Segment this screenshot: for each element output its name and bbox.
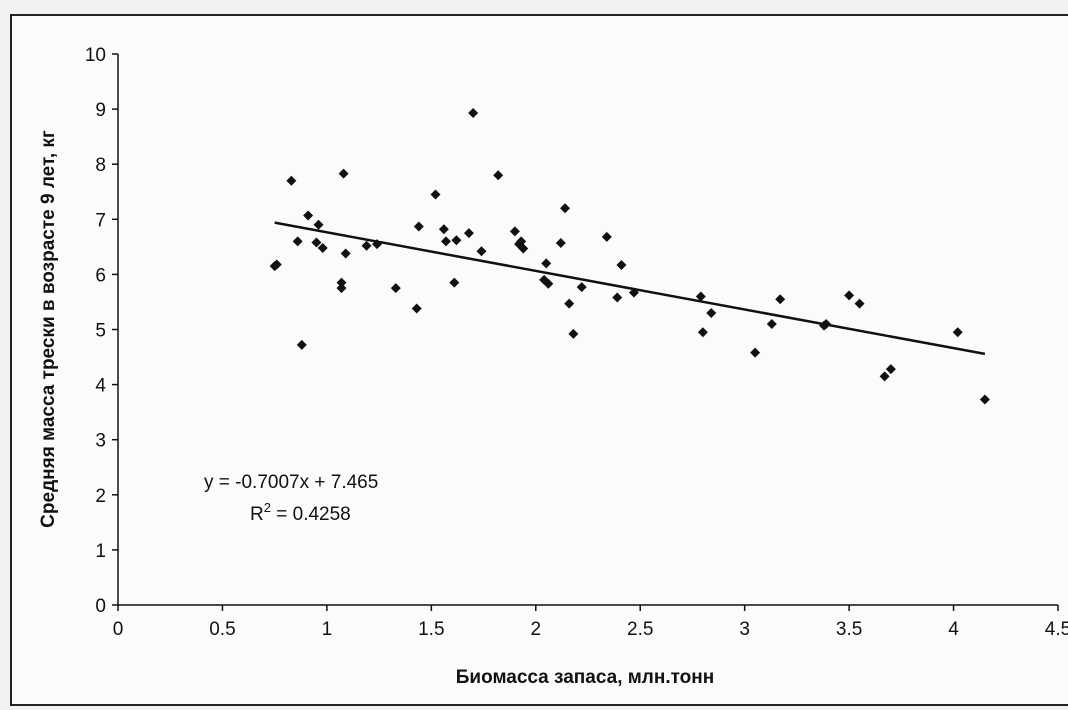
x-tick-label: 0.5 (209, 619, 235, 640)
y-tick-label: 1 (95, 541, 106, 562)
data-point (292, 236, 303, 247)
data-point (766, 318, 777, 329)
data-point (844, 290, 855, 301)
data-point (854, 298, 865, 309)
y-tick-label: 3 (95, 431, 106, 452)
x-tick-label: 3 (739, 619, 750, 640)
data-point (576, 282, 587, 293)
y-tick-label: 10 (85, 45, 106, 66)
data-point (885, 364, 896, 375)
data-point (296, 339, 307, 350)
y-tick-label: 5 (95, 321, 106, 342)
chart-frame: 0 1 2 3 4 5 6 7 8 9 10 0 0.5 1 1.5 2 2.5 3 3.5 4 4.5 Биомасс… (10, 14, 1068, 706)
x-tick-label: 0 (113, 619, 124, 640)
y-tick-label: 2 (95, 486, 106, 507)
data-point (303, 210, 314, 221)
data-point (509, 226, 520, 237)
x-tick-label: 4 (948, 619, 959, 640)
data-point (413, 221, 424, 232)
data-point (336, 277, 347, 288)
data-point (697, 327, 708, 338)
data-point (463, 228, 474, 239)
data-point (560, 203, 571, 214)
data-point (311, 237, 322, 248)
axes (112, 53, 1059, 611)
data-point (612, 292, 623, 303)
x-tick-label: 1 (322, 619, 333, 640)
y-axis-title: Средняя масса трески в возрасте 9 лет, к… (38, 130, 59, 528)
data-point (616, 260, 627, 271)
data-point (317, 242, 328, 253)
data-point (568, 328, 579, 339)
data-point (564, 298, 575, 309)
y-tick-label: 4 (95, 376, 106, 397)
data-point (390, 283, 401, 294)
data-points (269, 107, 990, 405)
data-point (411, 303, 422, 314)
data-point (476, 246, 487, 257)
data-point (313, 219, 324, 230)
x-tick-label: 3.5 (836, 619, 862, 640)
data-point (541, 258, 552, 269)
data-point (518, 243, 529, 254)
data-point (555, 237, 566, 248)
x-axis-title: Биомасса запаса, млн.тонн (456, 667, 715, 688)
data-point (440, 236, 451, 247)
r-squared-superscript: 2 (264, 500, 271, 515)
r-squared-label: R2 = 0.4258 (250, 500, 351, 525)
data-point (271, 259, 282, 270)
data-point (750, 347, 761, 358)
tick-labels: 0 1 2 3 4 5 6 7 8 9 10 0 0.5 1 1.5 2 2.5 3 3.5 4 4.5 (85, 45, 1068, 640)
y-tick-label: 7 (95, 210, 106, 231)
data-point (338, 168, 349, 179)
data-point (695, 291, 706, 302)
data-point (601, 231, 612, 242)
data-point (516, 236, 527, 247)
data-point (979, 394, 990, 405)
data-point (543, 278, 554, 289)
data-point (449, 277, 460, 288)
data-point (468, 107, 479, 118)
r-squared-letter: R (250, 504, 264, 525)
data-point (706, 307, 717, 318)
data-point (361, 240, 372, 251)
data-point (336, 283, 347, 294)
x-tick-label: 2.5 (627, 619, 653, 640)
trendline-group (274, 221, 986, 356)
y-tick-label: 9 (95, 100, 106, 121)
x-tick-label: 4.5 (1045, 619, 1068, 640)
data-point (775, 294, 786, 305)
data-point (286, 175, 297, 186)
trendline (274, 221, 986, 356)
y-tick-label: 8 (95, 155, 106, 176)
data-point (879, 371, 890, 382)
y-tick-label: 0 (95, 596, 106, 617)
data-point (340, 248, 351, 259)
y-tick-label: 6 (95, 265, 106, 286)
data-point (438, 224, 449, 235)
x-tick-label: 2 (530, 619, 541, 640)
scatter-chart: 0 1 2 3 4 5 6 7 8 9 10 0 0.5 1 1.5 2 2.5 3 3.5 4 4.5 Биомасс… (38, 45, 1068, 688)
data-point (451, 235, 462, 246)
data-point (493, 170, 504, 181)
data-point (952, 327, 963, 338)
data-point (430, 189, 441, 200)
trendline-equation: y = -0.7007x + 7.465 (204, 472, 378, 493)
r-squared-value: = 0.4258 (271, 504, 351, 525)
x-tick-label: 1.5 (418, 619, 444, 640)
